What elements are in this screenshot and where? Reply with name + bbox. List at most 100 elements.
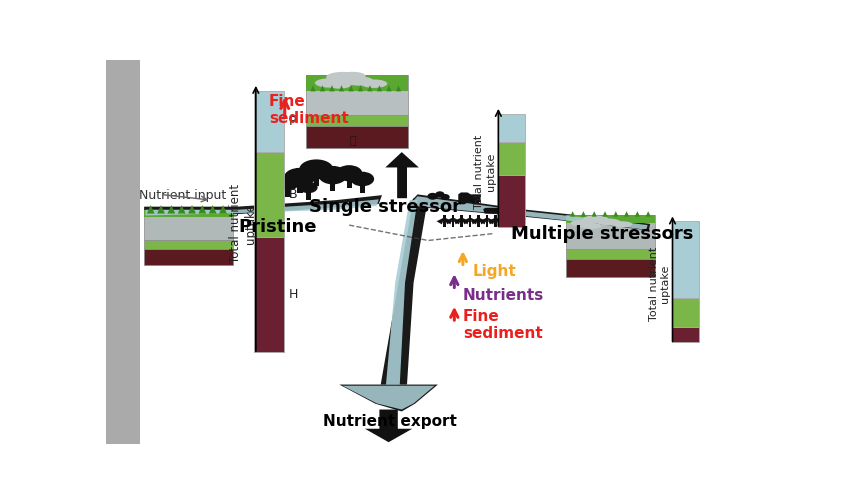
Text: Nutrients: Nutrients — [463, 287, 544, 302]
FancyBboxPatch shape — [566, 216, 655, 224]
Polygon shape — [458, 193, 481, 202]
Ellipse shape — [326, 72, 359, 82]
Polygon shape — [488, 218, 495, 225]
Polygon shape — [219, 205, 227, 214]
Polygon shape — [209, 205, 216, 214]
Polygon shape — [157, 205, 165, 214]
Bar — [360, 186, 365, 193]
Polygon shape — [486, 216, 488, 227]
Polygon shape — [477, 216, 480, 227]
Polygon shape — [339, 85, 344, 91]
Ellipse shape — [327, 81, 351, 89]
FancyBboxPatch shape — [306, 75, 409, 115]
Polygon shape — [396, 85, 401, 91]
Bar — [498, 175, 525, 227]
Polygon shape — [339, 385, 438, 412]
FancyBboxPatch shape — [566, 216, 655, 250]
Polygon shape — [444, 218, 452, 225]
Polygon shape — [445, 218, 453, 225]
Text: B: B — [289, 188, 298, 201]
Bar — [672, 221, 700, 298]
FancyBboxPatch shape — [306, 126, 409, 148]
Polygon shape — [412, 196, 648, 230]
Polygon shape — [410, 195, 650, 231]
Polygon shape — [377, 85, 382, 91]
Polygon shape — [570, 211, 575, 217]
Polygon shape — [146, 200, 379, 216]
Text: Multiple stressors: Multiple stressors — [511, 225, 694, 243]
Text: Total nutrient
uptake: Total nutrient uptake — [229, 184, 257, 263]
Ellipse shape — [277, 177, 298, 191]
FancyBboxPatch shape — [144, 249, 233, 265]
Polygon shape — [460, 216, 463, 227]
Polygon shape — [452, 216, 455, 227]
FancyBboxPatch shape — [306, 75, 409, 85]
Ellipse shape — [299, 159, 333, 179]
Polygon shape — [437, 218, 444, 225]
Bar — [672, 298, 700, 327]
Ellipse shape — [299, 182, 318, 193]
Ellipse shape — [435, 191, 444, 198]
Polygon shape — [592, 211, 597, 217]
Text: Nutrient export: Nutrient export — [323, 414, 457, 429]
Ellipse shape — [336, 165, 362, 181]
Polygon shape — [454, 218, 461, 225]
Polygon shape — [444, 216, 446, 227]
Polygon shape — [379, 200, 417, 385]
Polygon shape — [613, 211, 618, 217]
Circle shape — [459, 200, 466, 205]
Text: Total nutrient
uptake: Total nutrient uptake — [649, 247, 670, 321]
Text: Fine
sediment: Fine sediment — [269, 94, 349, 126]
Polygon shape — [178, 205, 186, 214]
Polygon shape — [469, 216, 471, 227]
Polygon shape — [496, 218, 504, 225]
Polygon shape — [167, 205, 176, 214]
Polygon shape — [453, 218, 461, 225]
Ellipse shape — [597, 219, 621, 226]
Polygon shape — [461, 218, 470, 225]
Ellipse shape — [571, 220, 594, 227]
Polygon shape — [367, 85, 372, 91]
Ellipse shape — [583, 216, 609, 223]
Bar — [298, 186, 303, 193]
Text: Nutrient input: Nutrient input — [138, 189, 226, 202]
Polygon shape — [365, 410, 412, 442]
Ellipse shape — [611, 221, 633, 228]
Polygon shape — [478, 218, 487, 225]
Bar — [347, 181, 352, 188]
Polygon shape — [147, 205, 154, 214]
Polygon shape — [645, 211, 650, 217]
Polygon shape — [198, 205, 206, 214]
Polygon shape — [349, 85, 354, 91]
Text: 🐦: 🐦 — [349, 136, 356, 146]
Polygon shape — [488, 218, 496, 225]
Bar — [254, 237, 284, 352]
Polygon shape — [479, 218, 488, 225]
Bar — [254, 91, 284, 152]
Text: Pristine: Pristine — [239, 218, 317, 236]
Polygon shape — [144, 195, 382, 218]
Ellipse shape — [427, 193, 438, 200]
Text: Total nutrient
uptake: Total nutrient uptake — [474, 135, 496, 210]
Polygon shape — [387, 85, 392, 91]
Polygon shape — [470, 218, 478, 225]
Bar — [498, 143, 525, 175]
Bar — [306, 84, 409, 91]
Text: Fine
sediment: Fine sediment — [463, 309, 543, 341]
Polygon shape — [358, 85, 363, 91]
Polygon shape — [581, 211, 586, 217]
Polygon shape — [635, 211, 640, 217]
Polygon shape — [343, 386, 434, 410]
Ellipse shape — [440, 194, 449, 200]
Polygon shape — [462, 218, 470, 225]
Polygon shape — [471, 218, 478, 225]
Ellipse shape — [315, 78, 344, 88]
Ellipse shape — [339, 72, 365, 80]
Polygon shape — [329, 85, 335, 91]
FancyBboxPatch shape — [144, 210, 233, 241]
Ellipse shape — [361, 79, 388, 88]
Bar — [330, 184, 335, 191]
Text: P: P — [289, 115, 297, 128]
Polygon shape — [602, 211, 608, 217]
FancyBboxPatch shape — [306, 115, 409, 126]
